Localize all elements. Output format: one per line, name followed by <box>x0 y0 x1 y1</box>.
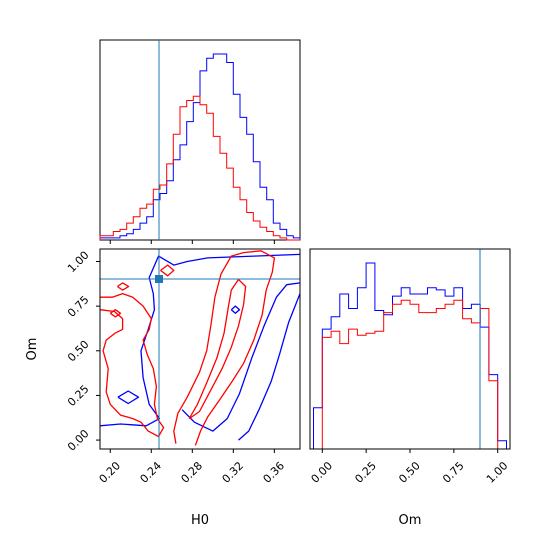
contour-lines <box>100 250 300 446</box>
contour-x-ticks: 0.20 0.24 0.28 0.32 0.36 <box>97 449 288 486</box>
x-axis-label-h0: H0 <box>191 513 209 528</box>
contour-series1-level-5 <box>109 309 122 318</box>
h0-om-contour-xtick-label-1: 0.24 <box>138 459 165 486</box>
contour-series0-level-3 <box>117 390 140 405</box>
contour-series0-level-2 <box>238 293 300 441</box>
h0-marginal-frame <box>99 39 301 241</box>
contour-frame <box>99 248 301 450</box>
contour-series1-level-0 <box>100 292 165 438</box>
h0-om-contour-xtick-label-2: 0.28 <box>179 459 206 486</box>
contour-ytick-label-0: 0.00 <box>65 427 92 454</box>
x-axis-label-om: Om <box>399 513 422 528</box>
om-marginal-xtick-label-1: 0.25 <box>352 459 379 486</box>
contour-series1-level-2 <box>188 278 247 420</box>
contour-series0-level-4 <box>230 305 241 314</box>
om-marginal-xtick-label-4: 1.00 <box>484 459 511 486</box>
y-axis-label-om: Om <box>25 338 40 361</box>
contour-y-ticks: 0.00 0.25 0.50 0.75 1.00 <box>65 249 100 454</box>
contour-series0-level-0 <box>100 253 300 427</box>
om-marginal-xtick-label-3: 0.75 <box>440 459 467 486</box>
contour-ytick-label-2: 0.50 <box>65 338 92 365</box>
panel-om-marginal: 0.00 0.25 0.50 0.75 1.00 Om <box>309 248 511 528</box>
h0-marginal-hist-step-0 <box>99 53 301 240</box>
h0-marginal-hist-step-1 <box>99 95 300 241</box>
contour-ytick-label-1: 0.25 <box>65 383 92 410</box>
om-marginal-hist-step-0 <box>313 262 507 449</box>
om-marginal-series <box>313 262 507 450</box>
contour-series1-level-1 <box>173 250 276 446</box>
h0-marginal-series <box>99 53 301 241</box>
contour-series1-level-4 <box>117 282 130 291</box>
contour-series0-level-1 <box>181 282 300 432</box>
om-marginal-xtick-label-2: 0.50 <box>396 459 423 486</box>
panel-h0-om-contour: 0.20 0.24 0.28 0.32 0.36 0.00 0.25 0.50 0.75 1.0… <box>25 248 301 528</box>
om-marginal-x-ticks: 0.00 0.25 0.50 0.75 1.00 <box>309 449 511 486</box>
contour-truth-marker <box>155 275 163 283</box>
om-marginal-hist-step-1 <box>313 299 507 450</box>
contour-series1-level-3 <box>160 264 175 277</box>
panel-h0-marginal <box>99 39 301 244</box>
om-marginal-xtick-label-0: 0.00 <box>309 459 336 486</box>
h0-om-contour-xtick-label-0: 0.20 <box>97 459 124 486</box>
h0-om-contour-xtick-label-3: 0.32 <box>220 459 247 486</box>
contour-ytick-label-3: 0.75 <box>65 293 92 320</box>
contour-ytick-label-4: 1.00 <box>65 249 92 276</box>
h0-om-contour-xtick-label-4: 0.36 <box>261 459 288 486</box>
h0-marginal-tickmarks <box>109 240 275 244</box>
